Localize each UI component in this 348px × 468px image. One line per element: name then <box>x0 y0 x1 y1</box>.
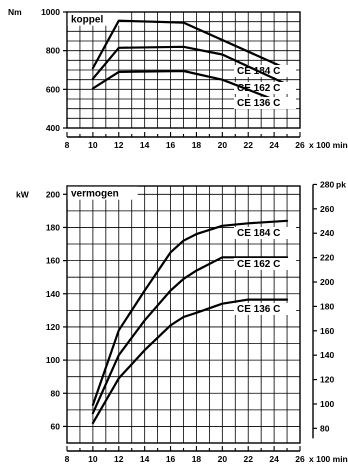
title-background <box>67 186 138 200</box>
y2-tick-label: 140 <box>320 350 334 360</box>
series-line <box>91 45 289 86</box>
y-tick-label: 120 <box>46 322 60 332</box>
title-background <box>67 12 120 26</box>
y2-tick-label: 160 <box>320 326 334 336</box>
x-axis-unit: x 100 min <box>309 454 348 464</box>
x-tick-label: 26 <box>295 454 305 464</box>
x-tick-label: 22 <box>243 140 253 150</box>
series-label: CE 162 C <box>234 258 296 270</box>
x-tick-label: 14 <box>140 454 150 464</box>
series-line <box>91 219 289 406</box>
y2-tick-label: 240 <box>320 228 334 238</box>
series-label-background <box>234 303 296 315</box>
y-tick-label: 800 <box>46 46 60 56</box>
chart-vermogen: vermogen 60 80 100 120 140 160 180 200 kW 80 100 120… <box>16 179 348 464</box>
y-tick-label: 60 <box>51 421 61 431</box>
series-label: CE 136 C <box>234 97 296 109</box>
panel-title: koppel <box>67 12 120 26</box>
series-label-text: CE 162 C <box>237 259 280 270</box>
y-tick-label: 1000 <box>41 7 60 17</box>
y2-tick-label: 80 <box>320 423 330 433</box>
x-tick-label: 20 <box>218 140 228 150</box>
y2-tick-label: 280 <box>320 179 334 189</box>
x-tick-label: 10 <box>88 454 98 464</box>
y-tick-label: 160 <box>46 256 60 266</box>
panel-title: vermogen <box>67 186 138 200</box>
y2-axis-unit: pk <box>336 179 346 189</box>
x-tick-label: 8 <box>65 140 70 150</box>
plot-frame <box>66 11 301 129</box>
x-tick-label: 18 <box>192 454 202 464</box>
series-line <box>91 256 289 415</box>
series-label-background <box>234 227 296 239</box>
series-label-text: CE 162 C <box>237 83 280 94</box>
x-tick-label: 8 <box>65 454 70 464</box>
chart-koppel: koppel 400 600 800 1000 Nm 8 10 12 14 16 18 20 22 24 26… <box>8 7 348 150</box>
y2-tick-label: 180 <box>320 301 334 311</box>
series-label-text: CE 136 C <box>237 304 280 315</box>
x-tick-label: 14 <box>140 140 150 150</box>
x-tick-label: 26 <box>295 140 305 150</box>
series-label-background <box>234 258 296 270</box>
y-tick-label: 600 <box>46 84 60 94</box>
panel-title-text: vermogen <box>71 189 119 200</box>
y-axis-unit: kW <box>16 189 30 199</box>
x-tick-label: 24 <box>269 454 279 464</box>
plot-frame <box>66 185 301 444</box>
y-tick-label: 80 <box>51 388 61 398</box>
x-tick-label: 12 <box>114 140 124 150</box>
x-tick-label: 10 <box>88 140 98 150</box>
y2-tick-label: 200 <box>320 277 334 287</box>
y-tick-label: 400 <box>46 123 60 133</box>
y2-tick-label: 100 <box>320 399 334 409</box>
y-tick-label: 180 <box>46 222 60 232</box>
x-tick-label: 20 <box>218 454 228 464</box>
series-label-background <box>234 97 296 109</box>
x-tick-label: 24 <box>269 140 279 150</box>
series-line <box>91 298 289 425</box>
series-label: CE 136 C <box>234 303 296 315</box>
x-tick-label: 18 <box>192 140 202 150</box>
x-tick-label: 22 <box>243 454 253 464</box>
x-tick-label: 16 <box>166 454 176 464</box>
x-axis-unit: x 100 min <box>309 140 348 150</box>
y-tick-label: 200 <box>46 189 60 199</box>
series-label-text: CE 184 C <box>237 228 280 239</box>
x-tick-label: 12 <box>114 454 124 464</box>
y-axis-unit: Nm <box>8 7 22 17</box>
y-tick-label: 140 <box>46 289 60 299</box>
series-line <box>91 19 289 71</box>
y2-tick-label: 260 <box>320 204 334 214</box>
y-tick-label: 100 <box>46 355 60 365</box>
series-label-text: CE 136 C <box>237 98 280 109</box>
y2-tick-label: 220 <box>320 253 334 263</box>
x-tick-label: 16 <box>166 140 176 150</box>
series-label: CE 184 C <box>234 227 296 239</box>
panel-title-text: koppel <box>71 15 103 26</box>
y2-tick-label: 120 <box>320 375 334 385</box>
series-line <box>91 69 289 106</box>
